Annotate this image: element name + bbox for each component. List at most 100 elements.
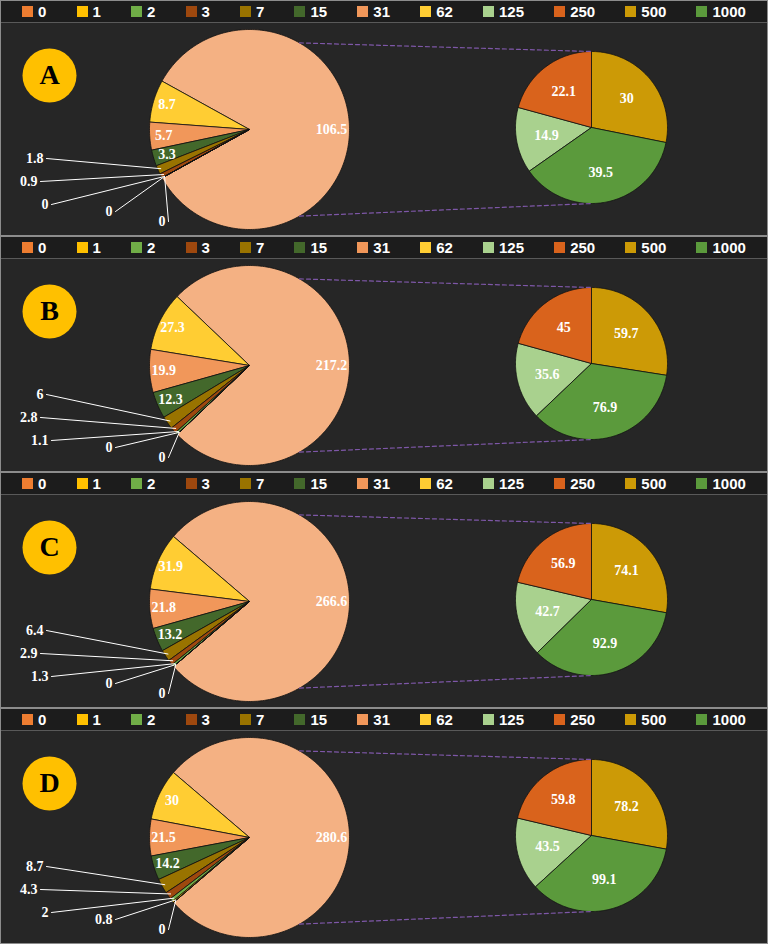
svg-text:8.7: 8.7: [26, 859, 44, 874]
svg-text:0: 0: [159, 922, 166, 937]
html-text:250: 250: [570, 239, 596, 256]
html-text:62: 62: [436, 475, 453, 492]
html-text:1000: 1000: [712, 711, 746, 728]
svg-text:78.2: 78.2: [614, 799, 639, 814]
html-text:125: 125: [499, 239, 524, 256]
svg-text:22.1: 22.1: [552, 84, 577, 99]
html-text:3: 3: [201, 239, 210, 256]
svg-text:A: A: [39, 59, 60, 90]
html-text:31: 31: [373, 475, 390, 492]
html-text:1000: 1000: [712, 239, 746, 256]
svg-text:106.5: 106.5: [316, 122, 348, 137]
html-text:0: 0: [38, 475, 47, 492]
html-text:1: 1: [92, 239, 101, 256]
html-text:62: 62: [436, 711, 453, 728]
svg-text:35.6: 35.6: [535, 367, 560, 382]
svg-text:14.9: 14.9: [534, 128, 559, 143]
html-text:7: 7: [256, 475, 265, 492]
svg-text:3.3: 3.3: [158, 147, 176, 162]
svg-text:0: 0: [159, 450, 166, 465]
svg-text:12.3: 12.3: [158, 392, 183, 407]
html-text:2: 2: [147, 475, 156, 492]
svg-text:13.2: 13.2: [158, 627, 183, 642]
svg-text:56.9: 56.9: [551, 556, 576, 571]
html-text:1: 1: [92, 475, 101, 492]
svg-text:99.1: 99.1: [592, 872, 617, 887]
svg-text:39.5: 39.5: [589, 165, 614, 180]
html-text:3: 3: [201, 3, 210, 20]
svg-text:74.1: 74.1: [614, 563, 639, 578]
svg-text:59.7: 59.7: [614, 326, 639, 341]
svg-text:2.8: 2.8: [20, 410, 38, 425]
svg-text:0: 0: [159, 214, 166, 229]
svg-text:0: 0: [106, 440, 113, 455]
svg-text:280.6: 280.6: [316, 830, 348, 845]
svg-text:8.7: 8.7: [158, 97, 176, 112]
svg-text:4.3: 4.3: [20, 882, 38, 897]
svg-text:21.8: 21.8: [151, 600, 176, 615]
svg-text:6: 6: [37, 387, 44, 402]
svg-text:1.8: 1.8: [26, 151, 44, 166]
svg-text:0: 0: [159, 686, 166, 701]
html-text:31: 31: [373, 239, 390, 256]
html-text:15: 15: [310, 3, 328, 20]
svg-text:C: C: [39, 531, 59, 562]
html-text:1000: 1000: [712, 3, 746, 20]
html-text:250: 250: [570, 475, 596, 492]
html-text:7: 7: [256, 239, 265, 256]
svg-text:21.5: 21.5: [151, 830, 176, 845]
html-text:7: 7: [256, 3, 265, 20]
html-text:125: 125: [499, 3, 524, 20]
html-text:2: 2: [147, 3, 156, 20]
svg-text:217.2: 217.2: [316, 358, 348, 373]
html-text:500: 500: [641, 475, 667, 492]
html-text:15: 15: [310, 239, 328, 256]
svg-text:266.6: 266.6: [316, 594, 348, 609]
html-text:1000: 1000: [712, 475, 746, 492]
html-text:15: 15: [310, 711, 328, 728]
html-text:0: 0: [38, 711, 47, 728]
svg-text:76.9: 76.9: [593, 400, 618, 415]
svg-text:1.3: 1.3: [31, 669, 49, 684]
html-text:31: 31: [373, 3, 390, 20]
svg-text:0: 0: [42, 197, 49, 212]
svg-text:19.9: 19.9: [151, 363, 176, 378]
svg-text:0: 0: [106, 204, 113, 219]
svg-text:92.9: 92.9: [593, 636, 618, 651]
svg-text:0.8: 0.8: [95, 912, 113, 927]
svg-text:30: 30: [165, 793, 179, 808]
svg-text:59.8: 59.8: [551, 792, 576, 807]
svg-text:6.4: 6.4: [26, 623, 44, 638]
svg-text:27.3: 27.3: [160, 320, 185, 335]
svg-text:14.2: 14.2: [155, 856, 180, 871]
svg-text:45: 45: [557, 320, 571, 335]
html-text:125: 125: [499, 711, 524, 728]
svg-text:31.9: 31.9: [159, 559, 184, 574]
html-text:500: 500: [641, 711, 667, 728]
html-text:250: 250: [570, 711, 596, 728]
html-text:15: 15: [310, 475, 328, 492]
html-text:500: 500: [641, 3, 667, 20]
html-text:125: 125: [499, 475, 524, 492]
svg-text:D: D: [39, 767, 59, 798]
html-text:2: 2: [147, 239, 156, 256]
html-text:0: 0: [38, 3, 47, 20]
html-text:500: 500: [641, 239, 667, 256]
svg-text:43.5: 43.5: [535, 839, 560, 854]
svg-text:5.7: 5.7: [155, 128, 173, 143]
html-text:1: 1: [92, 3, 101, 20]
svg-text:30: 30: [620, 91, 634, 106]
html-text:62: 62: [436, 3, 453, 20]
html-text:31: 31: [373, 711, 390, 728]
svg-text:42.7: 42.7: [535, 604, 560, 619]
html-text:62: 62: [436, 239, 453, 256]
svg-text:1.1: 1.1: [31, 433, 49, 448]
html-text:3: 3: [201, 475, 210, 492]
html-text:250: 250: [570, 3, 596, 20]
svg-text:B: B: [40, 295, 59, 326]
svg-text:0.9: 0.9: [20, 174, 38, 189]
svg-text:2: 2: [42, 905, 49, 920]
svg-text:2.9: 2.9: [20, 646, 38, 661]
svg-text:0: 0: [106, 676, 113, 691]
html-text:0: 0: [38, 239, 47, 256]
